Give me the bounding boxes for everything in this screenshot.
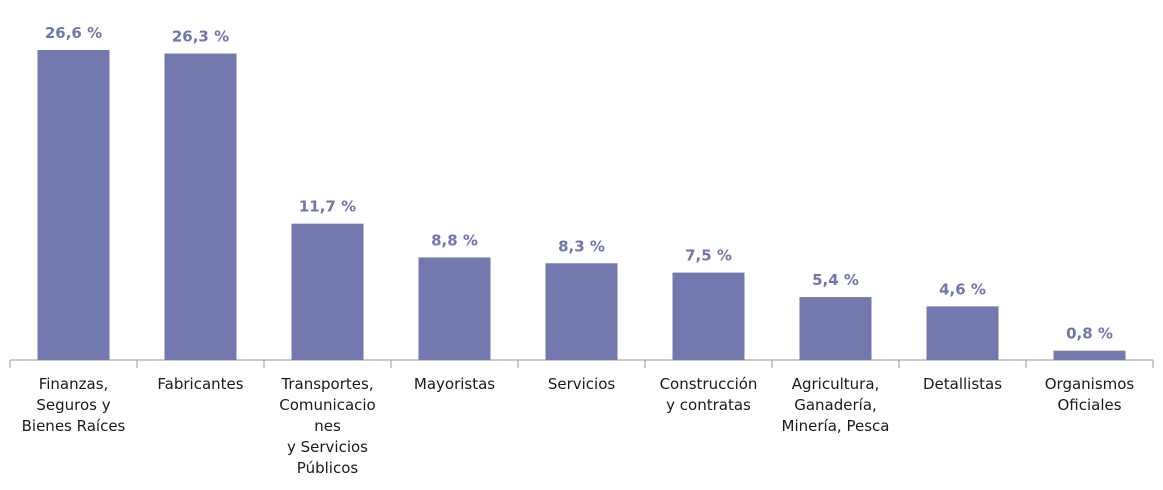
bar	[164, 53, 237, 360]
x-tick-label: Detallistas	[922, 375, 1003, 393]
bar	[1053, 350, 1126, 360]
bar	[799, 297, 872, 360]
x-tick-label: Organismos Oficiales	[1044, 375, 1135, 414]
bar	[926, 306, 999, 360]
x-tick-label: Mayoristas	[413, 375, 496, 393]
value-label: 26,6 %	[45, 24, 102, 42]
x-tick-label: Transportes, Comunicacio nes y Servicios…	[279, 375, 376, 477]
bar	[418, 257, 491, 360]
value-label: 26,3 %	[172, 27, 229, 45]
x-tick-label: Construcción y contratas	[659, 375, 758, 414]
value-label: 8,3 %	[558, 237, 605, 255]
bar	[672, 272, 745, 360]
bar	[37, 50, 110, 360]
value-label: 8,8 %	[431, 231, 478, 249]
value-label: 7,5 %	[685, 247, 732, 265]
x-tick-label: Servicios	[547, 375, 616, 393]
bar	[291, 223, 364, 360]
value-label: 4,6 %	[939, 280, 986, 298]
bar	[545, 263, 618, 360]
value-label: 5,4 %	[812, 271, 859, 289]
value-label: 11,7 %	[299, 198, 356, 216]
x-tick-label: Fabricantes	[157, 375, 244, 393]
x-tick-label: Finanzas, Seguros y Bienes Raíces	[21, 375, 126, 435]
value-label: 0,8 %	[1066, 325, 1113, 343]
x-tick-label: Agricultura, Ganadería, Minería, Pesca	[781, 375, 890, 435]
